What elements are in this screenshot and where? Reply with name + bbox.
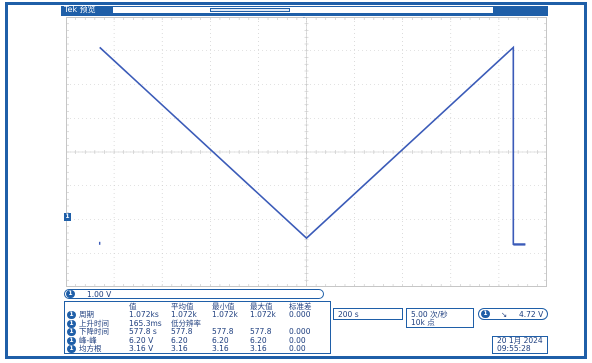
measurement-cell: 577.8 <box>212 327 234 337</box>
waveform-graticule <box>66 17 547 287</box>
graticule-grid <box>66 17 547 287</box>
measurement-name: 周期 <box>79 310 94 319</box>
header-value: 值 <box>129 302 137 311</box>
brand-name: Tek <box>64 5 78 14</box>
measurement-cell: 低分辨率 <box>171 318 201 328</box>
header-min: 最小值 <box>212 302 235 311</box>
ch1-scale-value: 1.00 V <box>87 290 112 299</box>
scope-screen-frame <box>5 2 587 359</box>
measurement-source-badge: 1 <box>67 319 76 328</box>
measurement-cell: 6.20 <box>212 335 229 345</box>
trigger-source-badge: 1 <box>481 310 490 318</box>
timebase-readout[interactable]: 200 s <box>333 308 403 320</box>
measurement-source-badge: 1 <box>67 345 76 354</box>
measurement-cell: 3.16 V <box>129 344 154 354</box>
measurement-cell: 6.20 V <box>129 335 154 345</box>
header-stddev: 标准差 <box>289 302 312 311</box>
falling-edge-icon: ↘ <box>501 310 508 319</box>
measurement-cell: 1.072k <box>171 310 197 319</box>
measurement-cell: 0.000 <box>289 310 311 319</box>
measurement-cell: 0.000 <box>289 327 311 337</box>
measurement-cell: 3.16 <box>171 344 188 354</box>
measurement-source-badge: 1 <box>67 336 76 345</box>
measurement-cell: 1.072ks <box>129 310 159 319</box>
measurement-cell: 1.072k <box>212 310 238 319</box>
measurement-cell: 0.00 <box>289 335 306 345</box>
header-mean: 平均值 <box>171 302 194 311</box>
timebase-scale: 200 s <box>338 310 359 319</box>
info-panel: 1 1.00 V 值 平均值 最小值 最大值 标准差 1 周期 1.072ks 1.0… <box>64 288 549 354</box>
measurement-cell: 3.16 <box>250 344 267 354</box>
measurement-source-badge: 1 <box>67 328 76 337</box>
record-length: 10k 点 <box>411 318 435 327</box>
clock-time: 09:55:28 <box>497 344 531 353</box>
header-max: 最大值 <box>250 302 273 311</box>
waveform-display <box>66 17 547 287</box>
ch1-waveform-trace <box>99 45 526 245</box>
acquisition-readout[interactable]: 5.00 次/秒 10k 点 <box>406 308 474 328</box>
trigger-position-icon[interactable] <box>301 17 307 18</box>
measurement-name: 峰-峰 <box>79 335 97 345</box>
record-view-window[interactable] <box>210 8 290 12</box>
brand-label: Tek 预览 <box>64 5 96 15</box>
measurement-cell: 165.3ms <box>129 318 162 328</box>
acquisition-state: 预览 <box>79 5 96 14</box>
measurement-cell: 0.00 <box>289 344 306 354</box>
trigger-level: 4.72 V <box>519 310 544 319</box>
measurement-name: 下降时间 <box>79 327 109 337</box>
ch1-ground-marker-icon[interactable]: 1 <box>64 213 71 221</box>
record-overview-bar <box>113 7 493 13</box>
measurement-name: 均方根 <box>79 344 102 354</box>
measurement-table[interactable]: 值 平均值 最小值 最大值 标准差 1 周期 1.072ks 1.072k 1.072k… <box>64 301 331 354</box>
measurement-cell: 6.20 <box>250 335 267 345</box>
measurement-cell: 3.16 <box>212 344 229 354</box>
measurement-cell: 577.8 <box>250 327 272 337</box>
ch1-scale-readout[interactable]: 1 1.00 V <box>64 289 324 299</box>
measurement-name: 上升时间 <box>79 318 109 328</box>
sample-rate: 5.00 次/秒 <box>411 310 448 319</box>
graticule-border <box>66 17 547 287</box>
measurement-cell: 577.8 s <box>129 327 157 337</box>
ch1-badge: 1 <box>66 290 75 298</box>
clock-readout: 20 1月 2024 09:55:28 <box>492 336 548 354</box>
measurement-cell: 577.8 <box>171 327 193 337</box>
measurement-source-badge: 1 <box>67 311 76 319</box>
measurement-cell: 1.072k <box>250 310 276 319</box>
measurement-cell: 6.20 <box>171 335 188 345</box>
trigger-readout[interactable]: 1 ↘ 4.72 V <box>478 308 548 320</box>
clock-date: 20 1月 2024 <box>497 336 543 345</box>
